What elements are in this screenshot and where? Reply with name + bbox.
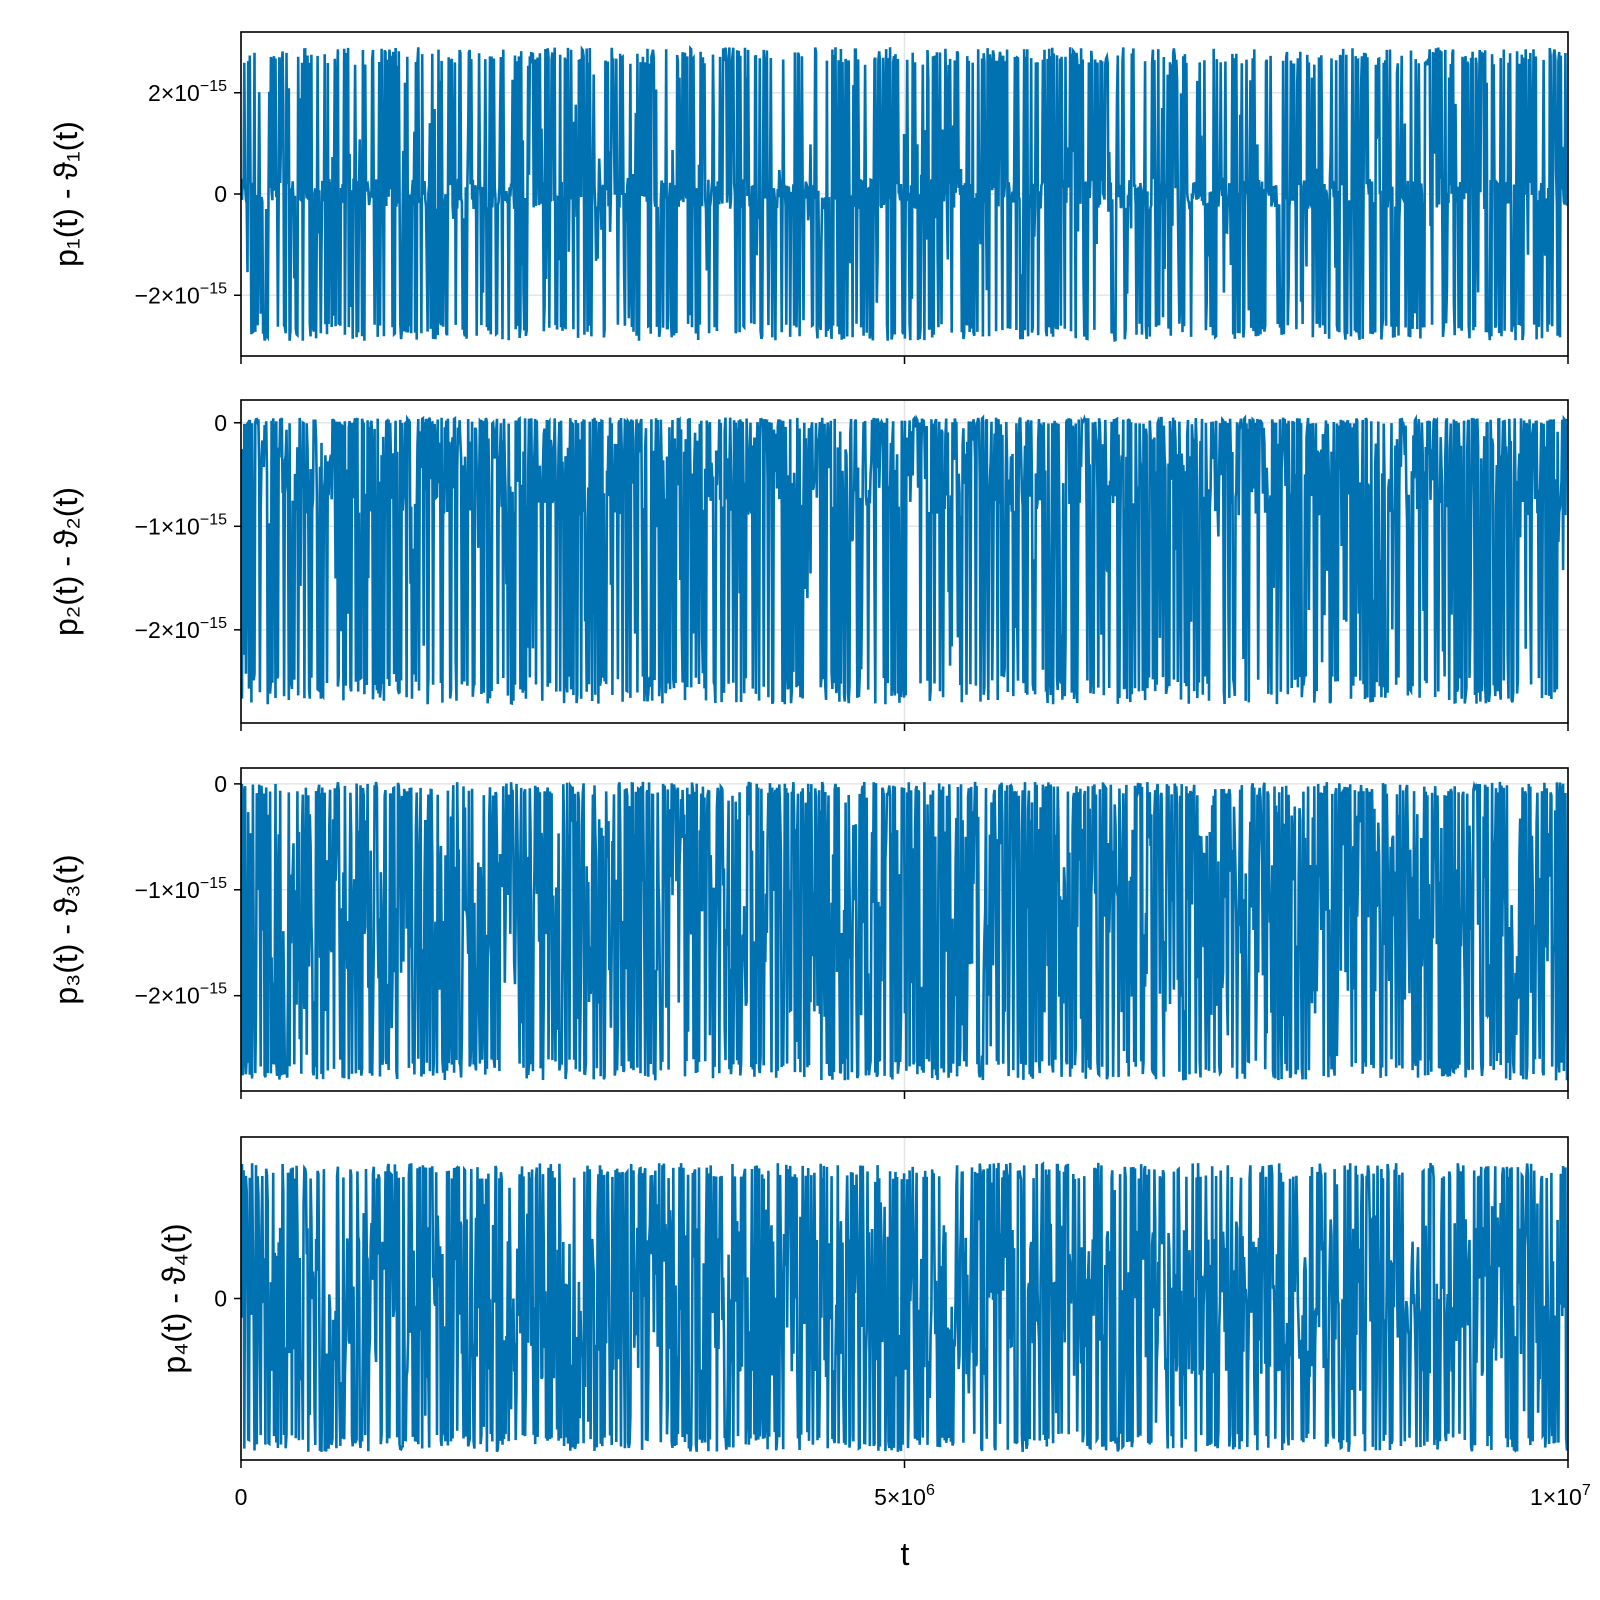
x-axis: 0 5×106 1×107 [235, 1482, 1591, 1510]
y-axis-label: p₄(t) - ϑ₄(t) [156, 1223, 192, 1373]
y-axis-label: p₁(t) - ϑ₁(t) [48, 121, 84, 267]
series-line [240, 1161, 1569, 1453]
x-axis-label: t [901, 1536, 910, 1572]
panel-3: 0 −1×10−15 −2×10−15 p₃(t) - ϑ₃(t) [48, 767, 1569, 1099]
x-tick-label: 5×106 [874, 1482, 935, 1510]
panel-4: 0 p₄(t) - ϑ₄(t) [156, 1136, 1569, 1468]
x-tick-label: 1×107 [1530, 1482, 1591, 1510]
series-line [240, 44, 1569, 343]
y-tick-label: 0 [214, 771, 227, 797]
y-tick-label: 0 [214, 1286, 227, 1312]
y-tick-label: −2×10−15 [135, 981, 227, 1009]
x-tick-label: 0 [235, 1484, 248, 1510]
series-line [240, 780, 1569, 1081]
panels: 2×10−15 0 −2×10−15 p₁(t) - ϑ₁(t) 0 −1×10−15 −2… [48, 31, 1569, 1468]
y-tick-label: −2×10−15 [135, 615, 227, 643]
y-tick-label: −1×10−15 [135, 511, 227, 539]
y-tick-label: 0 [214, 181, 227, 207]
y-tick-label: −1×10−15 [135, 875, 227, 903]
panel-1: 2×10−15 0 −2×10−15 p₁(t) - ϑ₁(t) [48, 31, 1569, 364]
y-tick-label: 0 [214, 410, 227, 436]
y-tick-label: −2×10−15 [135, 280, 227, 308]
y-axis-label: p₂(t) - ϑ₂(t) [48, 487, 84, 636]
series-line [240, 414, 1569, 706]
panel-2: 0 −1×10−15 −2×10−15 p₂(t) - ϑ₂(t) [48, 399, 1569, 731]
y-axis-label: p₃(t) - ϑ₃(t) [48, 854, 84, 1004]
y-tick-label: 2×10−15 [148, 78, 227, 106]
